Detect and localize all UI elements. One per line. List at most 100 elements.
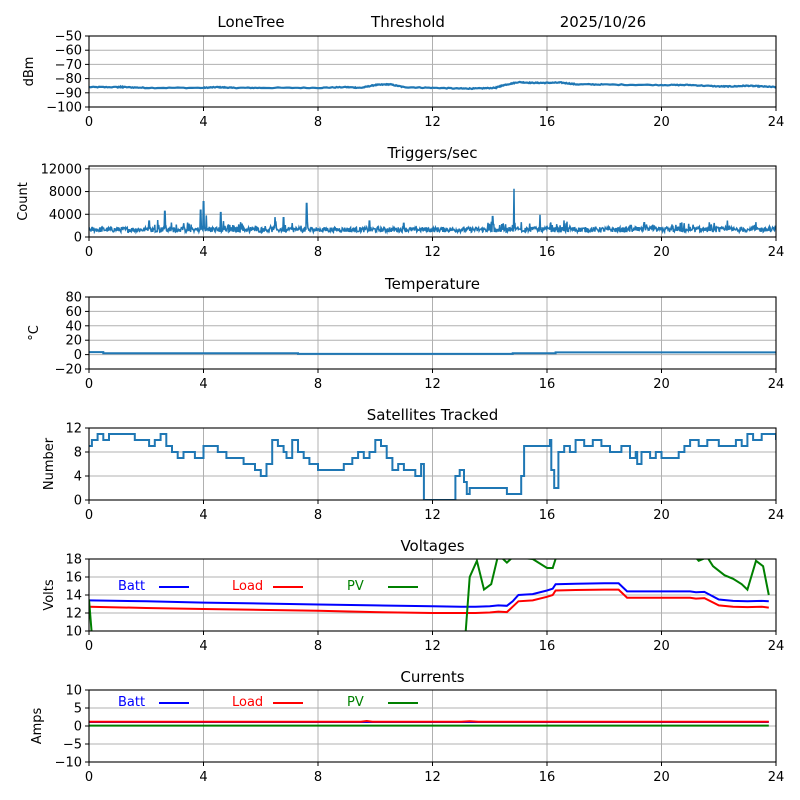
y-tick-label: 18 [65,553,82,568]
series-line-load [89,588,769,614]
y-tick-label: −20 [55,363,82,378]
chart-title: Triggers/sec [387,144,478,162]
x-tick-label: 4 [199,639,207,654]
chart-title: Satellites Tracked [367,406,498,424]
y-tick-label: 5 [74,702,82,717]
y-tick-label: −60 [55,44,82,59]
x-tick-label: 24 [768,377,785,392]
header-mode: Threshold [370,13,445,31]
y-tick-label: −100 [46,101,82,116]
x-tick-label: 12 [424,770,441,785]
series-line-triggers [89,188,776,235]
x-tick-label: 16 [539,639,556,654]
x-tick-label: 20 [653,377,670,392]
x-tick-label: 16 [539,245,556,260]
chart-voltages: 0 4 8 12 16 20 24 10 12 14 16 18 Voltages Volts Batt Lo… [42,537,784,654]
x-tick-label: 24 [768,115,785,130]
legend-label-load: Load [232,579,263,594]
x-tick-label: 12 [424,639,441,654]
x-tick-label: 12 [424,377,441,392]
x-tick-label: 12 [424,508,441,523]
x-tick-label: 20 [653,639,670,654]
y-tick-label: 12 [65,422,82,437]
chart-currents: 0 4 8 12 16 20 24 −10 −5 0 5 10 Currents Amps Batt Load… [30,668,784,785]
x-tick-label: 4 [199,508,207,523]
x-tick-label: 4 [199,245,207,260]
x-tick-label: 16 [539,115,556,130]
y-tick-label: 10 [65,684,82,699]
y-tick-label: 0 [74,720,82,735]
series-line-satellites [89,433,776,500]
x-tick-label: 8 [314,639,322,654]
legend-label-load: Load [232,695,263,710]
x-tick-label: 0 [85,639,93,654]
y-tick-label: 80 [65,291,82,306]
y-tick-label: 40 [65,319,82,334]
y-tick-label: 10 [65,625,82,640]
legend-label-pv: PV [347,695,364,710]
x-tick-label: 8 [314,115,322,130]
x-tick-label: 24 [768,508,785,523]
y-tick-label: 8000 [49,185,82,200]
series-line-signal [89,80,776,91]
legend-label-batt: Batt [118,579,145,594]
y-axis-label: Volts [42,579,57,611]
series-line-load [89,719,769,723]
x-tick-label: 8 [314,245,322,260]
chart-triggers: 0 4 8 12 16 20 24 0 4000 8000 12000 Triggers/sec Cou… [16,144,784,260]
x-tick-label: 20 [653,508,670,523]
chart-title: Voltages [400,537,464,555]
y-tick-label: 4 [74,470,82,485]
y-tick-label: −50 [55,30,82,45]
x-tick-label: 8 [314,770,322,785]
series-line-temperature [89,351,776,355]
y-axis-label: Count [16,182,31,221]
x-tick-label: 24 [768,245,785,260]
series-line-batt [89,582,769,608]
y-tick-label: −70 [55,58,82,73]
x-tick-label: 4 [199,770,207,785]
y-axis-label: °C [27,325,42,341]
y-tick-label: 16 [65,571,82,586]
x-tick-label: 24 [768,639,785,654]
x-tick-label: 4 [199,115,207,130]
y-tick-label: 14 [65,589,82,604]
x-tick-label: 24 [768,770,785,785]
legend-label-pv: PV [347,579,364,594]
legend-label-batt: Batt [118,695,145,710]
y-axis-label: Amps [30,707,45,744]
chart-satellites: 0 4 8 12 16 20 24 0 4 8 12 Satellites Tracked Number [42,406,784,523]
chart-title: Temperature [384,275,480,293]
y-tick-label: 20 [65,334,82,349]
y-tick-label: 12 [65,607,82,622]
x-tick-label: 12 [424,245,441,260]
x-tick-label: 0 [85,770,93,785]
x-tick-label: 4 [199,377,207,392]
y-tick-label: 0 [74,231,82,246]
y-tick-label: 0 [74,494,82,509]
x-tick-label: 16 [539,377,556,392]
x-tick-label: 20 [653,245,670,260]
y-tick-label: 12000 [41,162,82,177]
y-tick-label: −5 [63,738,82,753]
x-tick-label: 20 [653,115,670,130]
x-tick-label: 16 [539,770,556,785]
y-tick-label: 8 [74,446,82,461]
chart-title: Currents [400,668,464,686]
x-tick-label: 0 [85,115,93,130]
x-tick-label: 16 [539,508,556,523]
header-date: 2025/10/26 [560,13,646,31]
y-axis-label: Number [42,437,57,490]
x-tick-label: 12 [424,115,441,130]
x-tick-label: 8 [314,508,322,523]
y-tick-label: 0 [74,348,82,363]
y-tick-label: −80 [55,72,82,87]
x-tick-label: 0 [85,508,93,523]
x-tick-label: 8 [314,377,322,392]
y-axis-label: dBm [22,57,37,87]
y-tick-label: −90 [55,86,82,101]
y-tick-label: 4000 [49,208,82,223]
x-tick-label: 20 [653,770,670,785]
y-tick-label: −10 [55,756,82,771]
